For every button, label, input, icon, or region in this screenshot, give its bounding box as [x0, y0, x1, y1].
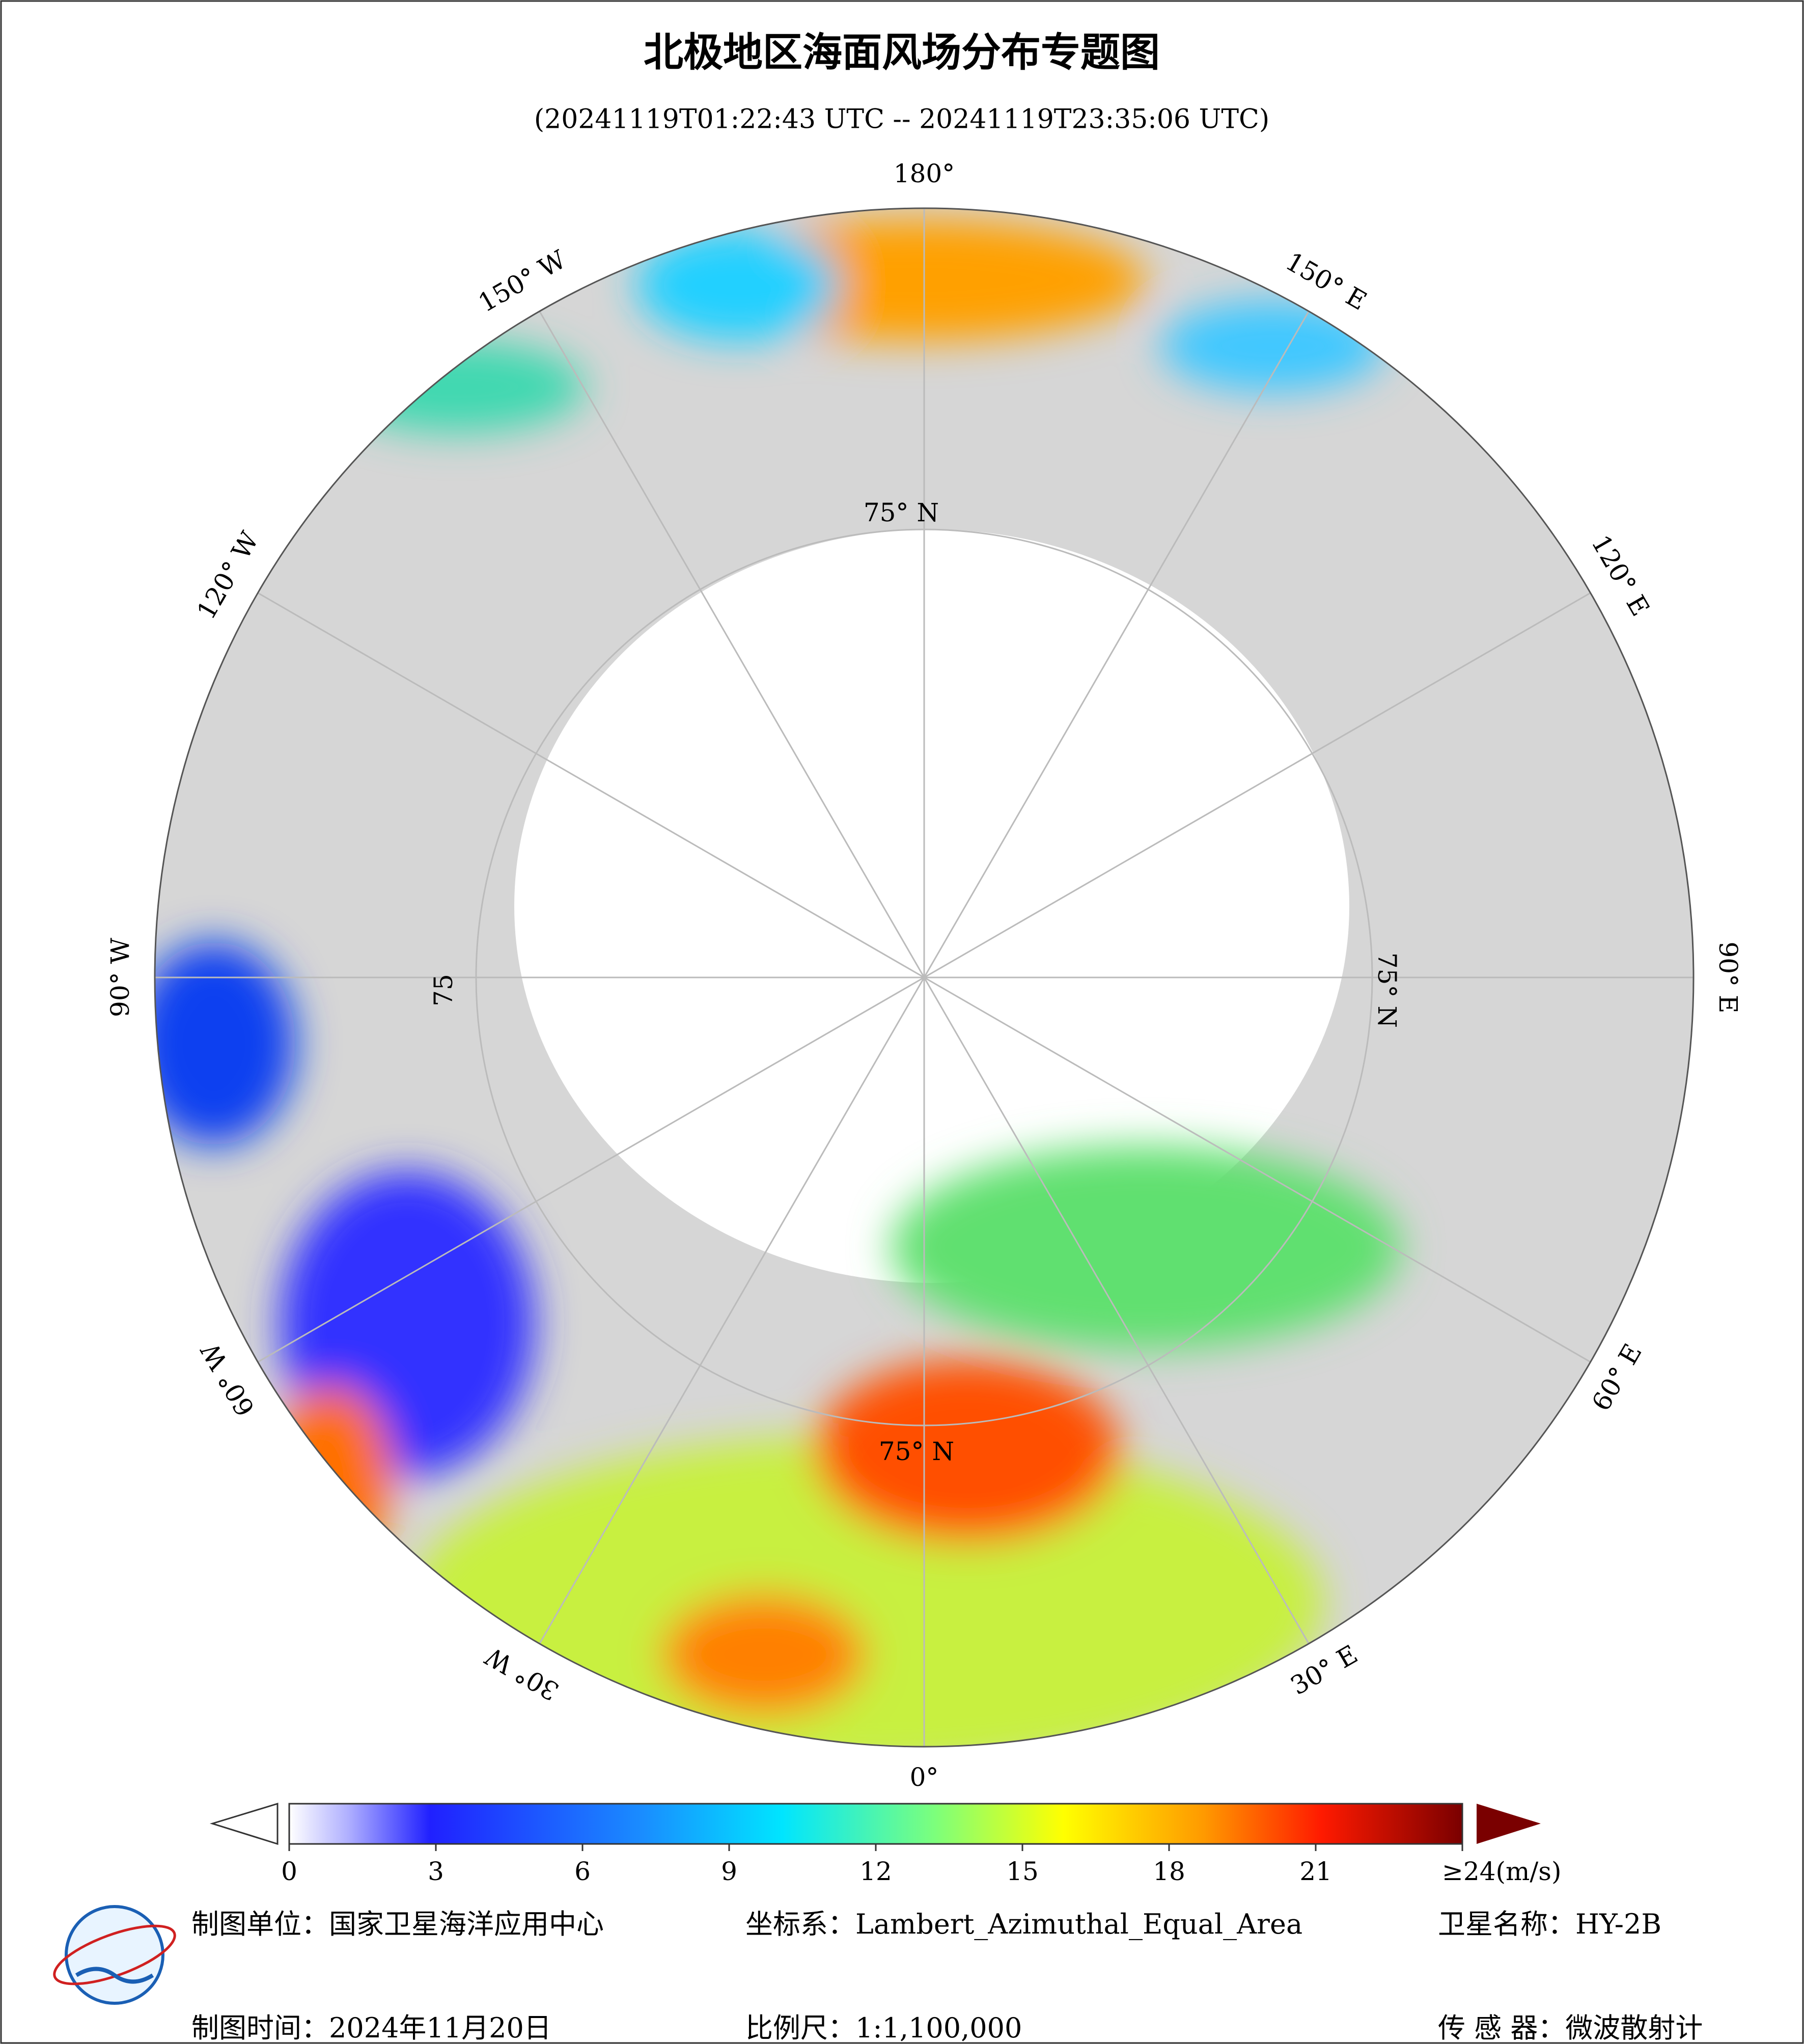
- longitude-label: 0°: [910, 1762, 939, 1792]
- graticule: [155, 208, 1694, 1747]
- colorbar: [288, 1803, 1463, 1845]
- subtitle: (20241119T01:22:43 UTC -- 20241119T23:35…: [534, 104, 1269, 135]
- colorbar-tick-label: 0: [281, 1857, 297, 1886]
- wind-field: [155, 219, 1400, 1747]
- latitude-label: 75° N: [879, 1437, 954, 1466]
- colorbar-tick-label: 15: [1006, 1857, 1039, 1886]
- footer-crs: 坐标系：Lambert_Azimuthal_Equal_Area: [745, 1908, 1302, 1940]
- colorbar-tick-label: 18: [1153, 1857, 1185, 1886]
- longitude-label: 90° E: [1713, 941, 1743, 1013]
- map-border: [154, 207, 1695, 1748]
- colorbar-over-arrow: [1477, 1804, 1541, 1844]
- colorbar-tick-label: 21: [1299, 1857, 1332, 1886]
- colorbar-under-arrow: [209, 1802, 279, 1845]
- footer-sensor: 传 感 器：微波散射计: [1438, 2012, 1703, 2044]
- colorbar-tick-label: 3: [428, 1857, 444, 1886]
- colorbar-tick-label: ≥24(m/s): [1442, 1857, 1561, 1886]
- colorbar-tick-label: 6: [574, 1857, 591, 1886]
- map-body: [155, 208, 1694, 1747]
- footer-scale: 比例尺：1:1,100,000: [745, 2012, 1022, 2044]
- latitude-label: 75: [429, 974, 458, 1006]
- longitude-label: 90° W: [105, 937, 135, 1017]
- latitude-label: 75° N: [864, 498, 939, 527]
- footer-unit: 制图单位：国家卫星海洋应用中心: [191, 1908, 604, 1940]
- colorbar-tick-label: 9: [721, 1857, 737, 1886]
- footer-satellite: 卫星名称：HY-2B: [1438, 1908, 1661, 1940]
- title: 北极地区海面风场分布专题图: [644, 30, 1160, 75]
- logo: [53, 1905, 176, 2005]
- colorbar-ticks: 0 3 6 9 12 15 18 21 ≥24(m/s): [281, 1844, 1561, 1886]
- sea-ice: [514, 529, 1349, 1283]
- colorbar-tick-label: 12: [859, 1857, 892, 1886]
- footer-date: 制图时间：2024年11月20日: [191, 2012, 551, 2044]
- latitude-label: 75° N: [1372, 953, 1402, 1028]
- longitude-label: 180°: [894, 159, 955, 188]
